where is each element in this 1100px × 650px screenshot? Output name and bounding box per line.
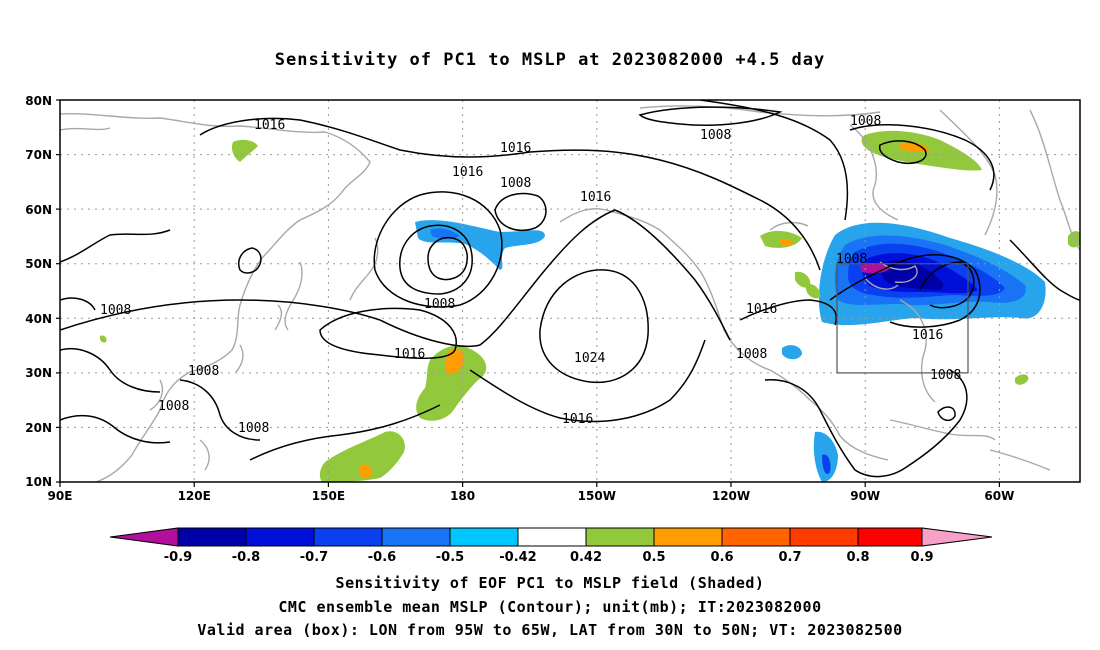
colorbar-cell xyxy=(585,527,655,547)
colorbar-label: -0.9 xyxy=(164,550,192,565)
colorbar-cell xyxy=(789,527,859,547)
colorbar-label: 0.5 xyxy=(642,550,665,565)
shade-positive-9 xyxy=(319,431,405,482)
shade-positive-2 xyxy=(900,142,930,153)
contour-label: 1008 xyxy=(850,114,881,129)
shade-negative-7 xyxy=(415,220,545,270)
contour-label: 1008 xyxy=(188,364,219,379)
shade-positive-14 xyxy=(99,335,107,343)
shade-negative-8 xyxy=(430,228,460,239)
colorbar-cell xyxy=(921,527,993,547)
shade-positive-4 xyxy=(780,239,794,246)
colorbar-label: 0.42 xyxy=(570,550,602,565)
lon-tick-label: 90E xyxy=(48,489,73,503)
colorbar-label: 0.9 xyxy=(910,550,933,565)
lon-tick-label: 180 xyxy=(450,489,475,503)
colorbar-label: 0.7 xyxy=(778,550,801,565)
contour-label: 1016 xyxy=(562,412,593,427)
colorbar-cell xyxy=(381,527,451,547)
sensitivity-shading xyxy=(99,130,1080,482)
contour-label: 1024 xyxy=(574,351,605,366)
colorbar-label: 0.6 xyxy=(710,550,733,565)
shade-negative-6 xyxy=(860,263,890,274)
lon-tick-labels: 90E 120E 150E 180 150W 120W 90W 60W xyxy=(48,489,1015,503)
contour-label: 1016 xyxy=(254,118,285,133)
lon-tick-label: 60W xyxy=(984,489,1014,503)
lon-tick-label: 90W xyxy=(850,489,880,503)
contour-label: 1008 xyxy=(424,297,455,312)
mslp-contours xyxy=(60,100,1080,478)
shade-positive-11 xyxy=(231,139,258,162)
contour-labels: 1016 1016 1016 1008 1008 1016 1008 1008 … xyxy=(100,114,961,436)
lat-tick-label: 40N xyxy=(25,312,52,326)
contour-label: 1008 xyxy=(238,421,269,436)
chart-title: Sensitivity of PC1 to MSLP at 2023082000… xyxy=(274,50,826,70)
lon-tick-label: 120E xyxy=(178,489,211,503)
contour-label: 1008 xyxy=(100,303,131,318)
shade-positive-5 xyxy=(795,271,811,288)
contour-label: 1008 xyxy=(930,368,961,383)
colorbar-cell xyxy=(109,527,179,547)
colorbar-label: -0.7 xyxy=(300,550,328,565)
lat-tick-label: 50N xyxy=(25,257,52,271)
contour-label: 1016 xyxy=(394,347,425,362)
shade-positive-13 xyxy=(1015,374,1029,385)
shade-positive-10 xyxy=(360,464,372,479)
shade-positive-7 xyxy=(416,345,487,421)
colorbar-cell xyxy=(449,527,519,547)
caption-shading: Sensitivity of EOF PC1 to MSLP field (Sh… xyxy=(335,574,765,592)
contour-label: 1016 xyxy=(746,302,777,317)
caption-contour: CMC ensemble mean MSLP (Contour); unit(m… xyxy=(278,598,822,616)
shade-positive-3 xyxy=(760,230,802,248)
contour-label: 1016 xyxy=(452,165,483,180)
contour-label: 1008 xyxy=(836,252,867,267)
lat-tick-label: 10N xyxy=(25,475,52,489)
colorbar-label: -0.5 xyxy=(436,550,464,565)
lat-tick-label: 30N xyxy=(25,366,52,380)
lat-tick-labels: 80N 70N 60N 50N 40N 30N 20N 10N xyxy=(25,94,52,489)
contour-label: 1016 xyxy=(580,190,611,205)
colorbar-labels: -0.9 -0.8 -0.7 -0.6 -0.5 -0.42 0.42 0.5 … xyxy=(164,550,934,565)
axis-ticks xyxy=(56,99,1001,487)
colorbar-cell xyxy=(517,527,587,547)
lon-tick-label: 150E xyxy=(312,489,345,503)
colorbar-cell xyxy=(653,527,723,547)
colorbar-cell xyxy=(313,527,383,547)
contour-label: 1016 xyxy=(500,141,531,156)
colorbar-cell xyxy=(857,527,923,547)
contour-label: 1016 xyxy=(912,328,943,343)
colorbar-cell xyxy=(245,527,315,547)
lat-tick-label: 80N xyxy=(25,94,52,108)
lon-tick-label: 120W xyxy=(712,489,750,503)
lat-tick-label: 70N xyxy=(25,148,52,162)
shade-negative-11 xyxy=(822,454,831,475)
colorbar-label: -0.42 xyxy=(499,550,536,565)
shade-negative-9 xyxy=(782,345,802,360)
contour-label: 1008 xyxy=(736,347,767,362)
lat-tick-label: 60N xyxy=(25,203,52,217)
colorbar-cell xyxy=(177,527,247,547)
coastlines xyxy=(60,105,1080,482)
lon-tick-label: 150W xyxy=(578,489,616,503)
contour-label: 1008 xyxy=(158,399,189,414)
colorbar-cell xyxy=(721,527,791,547)
colorbar-label: 0.8 xyxy=(846,550,869,565)
contour-label: 1008 xyxy=(700,128,731,143)
map-frame xyxy=(59,99,1081,483)
valid-area-box xyxy=(836,263,969,374)
graticule xyxy=(60,100,1080,482)
colorbar-label: -0.6 xyxy=(368,550,396,565)
contour-label: 1008 xyxy=(500,176,531,191)
colorbar-label: -0.8 xyxy=(232,550,260,565)
colorbar xyxy=(109,527,993,547)
caption-valid-area: Valid area (box): LON from 95W to 65W, L… xyxy=(197,621,903,639)
shade-positive-6 xyxy=(806,283,821,299)
lat-tick-label: 20N xyxy=(25,421,52,435)
